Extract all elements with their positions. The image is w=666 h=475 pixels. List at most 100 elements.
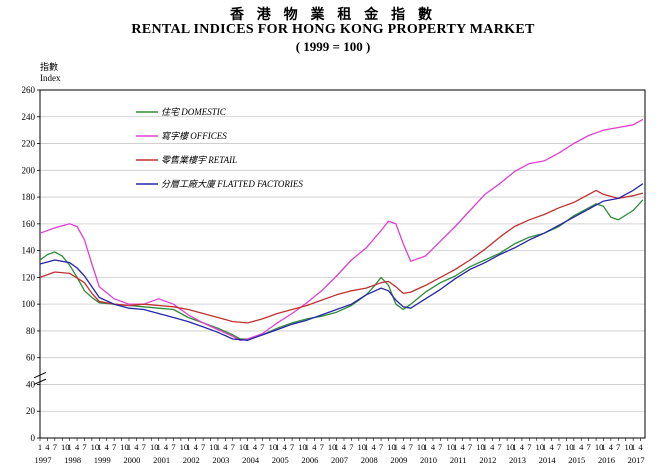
legend-label: 零售業樓宇 RETAIL	[161, 155, 237, 165]
y-tick-label: 240	[22, 112, 36, 122]
x-quarter-label: 4	[579, 442, 584, 452]
x-quarter-label: 10	[180, 442, 189, 452]
plot-frame	[33, 89, 646, 439]
x-quarter-label: 4	[638, 442, 643, 452]
y-tick-label: 200	[22, 165, 36, 175]
x-quarter-label: 1	[542, 442, 546, 452]
x-quarter-label: 4	[549, 442, 554, 452]
x-year-label: 2010	[420, 455, 437, 465]
series-line	[39, 189, 644, 324]
x-quarter-label: 7	[231, 442, 235, 452]
x-quarter-label: 1	[631, 442, 635, 452]
x-quarter-label: 10	[150, 442, 159, 452]
x-quarter-label: 10	[91, 442, 100, 452]
legend-label: 寫字樓 OFFICES	[161, 131, 227, 141]
x-quarter-label: 1	[394, 442, 398, 452]
legend-label: 住宅 DOMESTIC	[161, 107, 227, 117]
x-quarter-label: 1	[423, 442, 427, 452]
x-quarter-label: 7	[379, 442, 383, 452]
x-quarter-label: 7	[616, 442, 620, 452]
x-quarter-label: 1	[68, 442, 72, 452]
y-tick-label: 60	[26, 353, 36, 363]
x-quarter-label: 4	[75, 442, 80, 452]
x-year-label: 2014	[539, 455, 557, 465]
y-tick-label: 20	[26, 406, 36, 416]
x-quarter-label: 4	[105, 442, 110, 452]
y-tick-label: 40	[26, 379, 36, 389]
x-quarter-label: 4	[253, 442, 258, 452]
y-tick-label: 180	[22, 192, 36, 202]
x-quarter-label: 1	[245, 442, 249, 452]
x-quarter-label: 10	[506, 442, 515, 452]
x-quarter-label: 1	[186, 442, 190, 452]
x-quarter-label: 7	[171, 442, 175, 452]
series-line	[39, 183, 644, 341]
y-tick-label: 260	[22, 85, 36, 95]
x-quarter-label: 7	[290, 442, 294, 452]
x-quarter-label: 7	[82, 442, 86, 452]
x-quarter-label: 10	[120, 442, 129, 452]
legend-label: 分層工廠大廈 FLATTED FACTORIES	[161, 179, 303, 189]
x-quarter-label: 10	[624, 442, 633, 452]
chart-title: RENTAL INDICES FOR HONG KONG PROPERTY MA…	[131, 22, 535, 37]
x-quarter-label: 1	[483, 442, 487, 452]
x-quarter-label: 1	[157, 442, 161, 452]
x-quarter-label: 4	[401, 442, 406, 452]
x-year-label: 1999	[94, 455, 111, 465]
y-tick-label: 160	[22, 219, 36, 229]
x-year-label: 2006	[301, 455, 318, 465]
x-quarter-label: 7	[438, 442, 442, 452]
x-year-label: 2008	[361, 455, 378, 465]
x-quarter-label: 10	[595, 442, 604, 452]
x-year-label: 2013	[509, 455, 526, 465]
x-quarter-label: 7	[409, 442, 413, 452]
x-quarter-label: 7	[260, 442, 264, 452]
chart-subtitle: ( 1999 = 100 )	[295, 39, 371, 54]
x-quarter-label: 7	[142, 442, 146, 452]
x-quarter-label: 1	[38, 442, 42, 452]
x-quarter-label: 1	[97, 442, 101, 452]
x-year-label: 2011	[450, 455, 467, 465]
x-quarter-label: 1	[453, 442, 457, 452]
x-quarter-label: 10	[209, 442, 218, 452]
x-year-label: 2017	[628, 455, 645, 465]
x-quarter-label: 7	[527, 442, 531, 452]
x-year-label: 2002	[183, 455, 200, 465]
y-tick-label: 80	[26, 326, 36, 336]
x-quarter-label: 4	[312, 442, 317, 452]
x-quarter-label: 1	[275, 442, 279, 452]
x-quarter-label: 4	[194, 442, 199, 452]
axis-break-mark	[33, 371, 47, 385]
x-year-label: 2012	[479, 455, 496, 465]
x-quarter-label: 1	[601, 442, 605, 452]
x-quarter-label: 7	[320, 442, 324, 452]
x-quarter-label: 4	[223, 442, 228, 452]
x-quarter-label: 7	[587, 442, 591, 452]
x-quarter-label: 1	[512, 442, 516, 452]
series-line	[39, 199, 644, 340]
x-quarter-label: 7	[557, 442, 561, 452]
x-quarter-label: 7	[53, 442, 57, 452]
x-year-label: 2004	[242, 455, 260, 465]
x-year-label: 2015	[568, 455, 585, 465]
x-year-label: 2009	[390, 455, 407, 465]
x-year-label: 1998	[64, 455, 81, 465]
y-tick-label: 100	[22, 299, 36, 309]
y-axis-label-chinese: 指數	[40, 61, 58, 72]
x-quarter-label: 10	[536, 442, 545, 452]
x-quarter-label: 10	[447, 442, 456, 452]
x-quarter-label: 10	[298, 442, 307, 452]
y-axis-label: Index	[40, 73, 61, 83]
x-year-label: 2003	[212, 455, 229, 465]
x-quarter-label: 10	[61, 442, 70, 452]
x-quarter-label: 4	[45, 442, 50, 452]
x-quarter-label: 4	[134, 442, 139, 452]
x-quarter-label: 10	[328, 442, 337, 452]
series-lines	[39, 118, 644, 341]
plot-border	[39, 89, 646, 439]
x-quarter-label: 7	[349, 442, 353, 452]
x-quarter-label: 4	[372, 442, 377, 452]
x-quarter-label: 10	[387, 442, 396, 452]
